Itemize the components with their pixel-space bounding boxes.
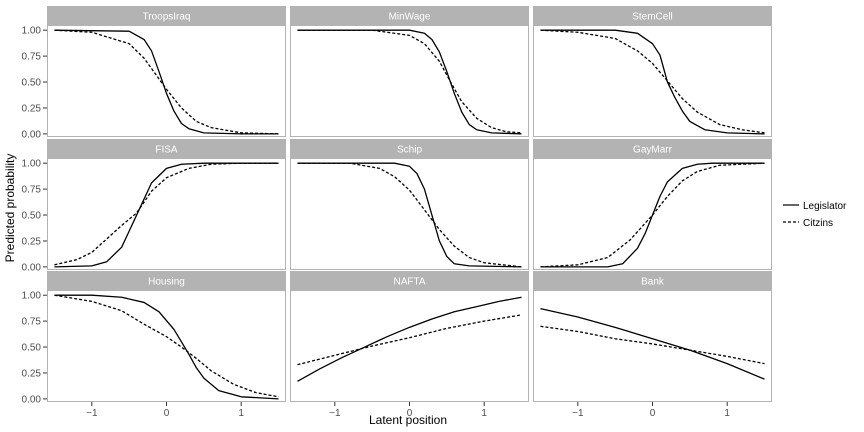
x-tick-label: 0 xyxy=(650,408,656,419)
series-line-citzins-fisa xyxy=(54,162,279,266)
legend-label-citzins: Citzins xyxy=(803,218,833,229)
facet-panels: TroopsIraq MinWage StemCell FISA Schip GayMar… xyxy=(47,6,772,402)
panel-strip-bank xyxy=(533,271,772,290)
panel-title-schip: Schip xyxy=(397,145,422,156)
y-tick-label: 1.00 xyxy=(22,26,42,37)
series-line-legislator-troopsiraq xyxy=(54,29,279,135)
x-tick-label: −1 xyxy=(572,408,584,419)
panel-plot-area-schip xyxy=(290,158,529,270)
legend-item-citzins: Citzins xyxy=(783,218,833,229)
panel-strip-nafta xyxy=(290,271,529,290)
y-tick-label: 0.25 xyxy=(22,368,42,379)
series-line-citzins-housing xyxy=(54,294,279,398)
panel-fisa: FISA xyxy=(47,139,286,270)
panel-title-housing: Housing xyxy=(148,277,185,288)
panel-strip-minwage xyxy=(290,6,529,25)
y-tick-label: 0.75 xyxy=(22,185,42,196)
series-line-legislator-stemcell xyxy=(540,29,765,135)
legend: Legislator Citzins xyxy=(783,201,847,229)
y-axis-title: Predicted probability xyxy=(3,154,17,263)
series-line-legislator-fisa xyxy=(54,162,279,268)
series-line-citzins-gaymarr xyxy=(540,162,765,268)
panel-strip-stemcell xyxy=(533,6,772,25)
y-tick-label: 0.75 xyxy=(22,52,42,63)
x-tick-label: 1 xyxy=(481,408,487,419)
panel-title-nafta: NAFTA xyxy=(393,277,425,288)
y-tick-label: 0.00 xyxy=(22,129,42,140)
panel-plot-area-nafta xyxy=(290,290,529,402)
x-axis-ticks: −1 0 1 −1 0 1 −1 0 1 xyxy=(86,402,730,419)
panel-title-fisa: FISA xyxy=(155,145,178,156)
panel-plot-area-minwage xyxy=(290,25,529,137)
panel-nafta: NAFTA xyxy=(290,271,529,402)
y-tick-label: 0.00 xyxy=(22,262,42,273)
series-line-legislator-bank xyxy=(540,308,765,380)
panel-stemcell: StemCell xyxy=(533,6,772,137)
panel-title-gaymarr: GayMarr xyxy=(633,145,673,156)
x-tick-label: 0 xyxy=(407,408,413,419)
legend-label-legislator: Legislator xyxy=(803,201,847,212)
series-line-citzins-schip xyxy=(297,162,522,268)
panel-schip: Schip xyxy=(290,139,529,270)
panel-plot-area-bank xyxy=(533,290,772,402)
panel-strip-fisa xyxy=(47,139,286,158)
panel-gaymarr: GayMarr xyxy=(533,139,772,270)
panel-plot-area-stemcell xyxy=(533,25,772,137)
panel-strip-gaymarr xyxy=(533,139,772,158)
series-line-legislator-schip xyxy=(297,162,522,268)
y-tick-label: 0.50 xyxy=(22,343,42,354)
series-line-legislator-housing xyxy=(54,294,279,400)
y-tick-label: 0.50 xyxy=(22,78,42,89)
y-tick-label: 1.00 xyxy=(22,159,42,170)
x-tick-label: 1 xyxy=(724,408,730,419)
series-line-citzins-troopsiraq xyxy=(54,29,279,135)
x-tick-label: −1 xyxy=(329,408,341,419)
x-tick-label: −1 xyxy=(86,408,98,419)
y-tick-label: 0.00 xyxy=(22,394,42,405)
series-line-legislator-gaymarr xyxy=(540,162,765,268)
x-axis-title: Latent position xyxy=(369,413,447,427)
panel-bank: Bank xyxy=(533,271,772,402)
panel-plot-area-housing xyxy=(47,290,286,402)
y-tick-label: 0.50 xyxy=(22,211,42,222)
legend-item-legislator: Legislator xyxy=(783,201,847,212)
y-tick-label: 0.75 xyxy=(22,317,42,328)
series-line-legislator-nafta xyxy=(297,296,522,382)
panel-title-troopsiraq: TroopsIraq xyxy=(143,12,191,23)
panel-strip-housing xyxy=(47,271,286,290)
series-line-citzins-bank xyxy=(540,325,765,365)
y-tick-label: 1.00 xyxy=(22,291,42,302)
panel-title-minwage: MinWage xyxy=(389,12,431,23)
y-tick-label: 0.25 xyxy=(22,236,42,247)
y-axis-ticks: 0.00 0.25 0.50 0.75 1.00 0.00 0.25 0.50 0.75 1.00… xyxy=(22,26,47,405)
panel-housing: Housing xyxy=(47,271,286,402)
panel-plot-area-troopsiraq xyxy=(47,25,286,137)
panel-title-stemcell: StemCell xyxy=(632,12,673,23)
series-line-citzins-minwage xyxy=(297,29,522,134)
panel-plot-area-fisa xyxy=(47,158,286,270)
panel-title-bank: Bank xyxy=(641,277,665,288)
x-tick-label: 1 xyxy=(238,408,244,419)
panel-strip-schip xyxy=(290,139,529,158)
panel-minwage: MinWage xyxy=(290,6,529,137)
panel-strip-troopsiraq xyxy=(47,6,286,25)
panel-troopsiraq: TroopsIraq xyxy=(47,6,286,137)
series-line-citzins-nafta xyxy=(297,314,522,366)
y-tick-label: 0.25 xyxy=(22,103,42,114)
x-tick-label: 0 xyxy=(164,408,170,419)
series-line-citzins-stemcell xyxy=(540,29,765,134)
